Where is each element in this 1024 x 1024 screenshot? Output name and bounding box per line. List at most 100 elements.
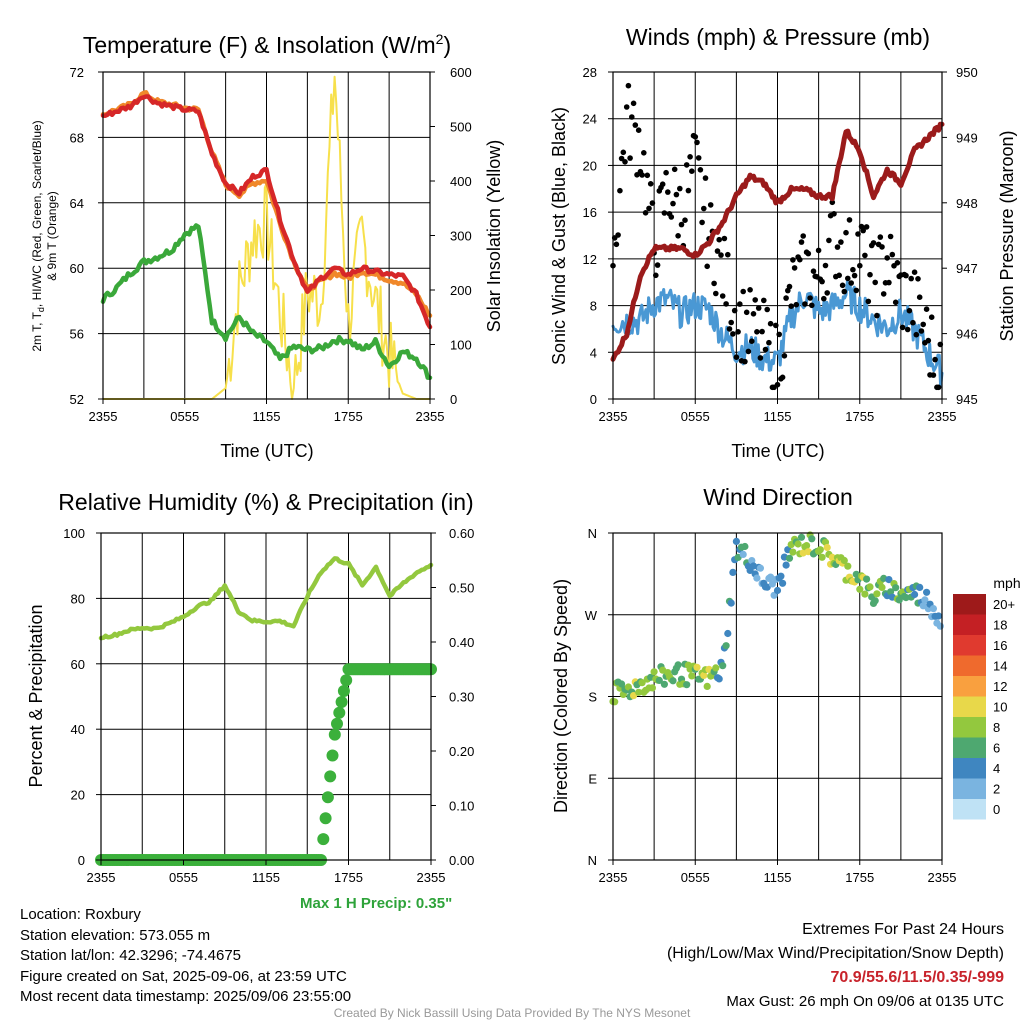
gust-point <box>923 306 930 313</box>
legend-label: 6 <box>993 741 1000 756</box>
gust-point <box>791 265 798 271</box>
legend-title: mph <box>993 575 1020 591</box>
direction-point <box>674 661 682 669</box>
legend-label: 8 <box>993 720 1000 735</box>
gust-point <box>697 167 704 173</box>
y2-tick-label: 500 <box>450 120 472 135</box>
gust-point <box>797 256 803 263</box>
gust-point <box>910 319 916 326</box>
gust-point <box>714 248 721 254</box>
y-tick-label: 0 <box>590 392 597 407</box>
direction-point <box>741 542 749 551</box>
gust-point <box>671 166 678 173</box>
direction-point <box>921 596 929 604</box>
humidity-line <box>98 556 434 641</box>
x-tick-label: 2355 <box>599 409 628 424</box>
x-tick-label: 2355 <box>416 409 445 424</box>
gust-point <box>668 214 675 220</box>
winds-title: Winds (mph) & Pressure (mb) <box>626 24 930 50</box>
humidity-grid <box>101 533 431 860</box>
gust-point <box>661 210 668 216</box>
gust-point <box>723 301 729 307</box>
legend-swatch <box>953 696 986 717</box>
gust-point <box>874 312 880 319</box>
y-tick-label: W <box>585 608 598 623</box>
gust-point <box>627 155 633 161</box>
direction-point <box>866 583 874 591</box>
gust-point <box>841 288 848 295</box>
gust-point <box>682 217 688 223</box>
gust-point <box>879 244 885 250</box>
gust-point <box>815 247 822 254</box>
gust-point <box>862 252 868 259</box>
gust-point <box>740 288 746 295</box>
gust-point <box>702 175 709 181</box>
direction-point <box>873 590 881 598</box>
gust-point <box>786 283 793 290</box>
gust-point <box>809 302 815 309</box>
gust-point <box>755 305 762 311</box>
gust-point <box>853 287 860 294</box>
gust-point <box>629 114 635 120</box>
legend-swatch <box>953 758 986 779</box>
x-tick-label: 1155 <box>764 870 792 885</box>
gust-point <box>699 219 705 226</box>
direction-point <box>773 586 782 595</box>
winds-ticks: 2355 0555 1155 1755 2355 28 24 20 16 12 8 4 0 950 949 9… <box>583 65 978 424</box>
y2-tick-label: 946 <box>956 327 978 342</box>
gust-point <box>779 374 786 381</box>
y2-tick-label: 947 <box>956 261 978 276</box>
gust-point <box>617 187 623 194</box>
gust-point <box>735 329 741 335</box>
gust-point <box>920 321 926 328</box>
gust-point <box>737 301 743 307</box>
precip-point <box>317 833 330 846</box>
legend-label: 10 <box>993 700 1007 715</box>
precip-point <box>331 717 343 730</box>
gust-point <box>713 290 719 297</box>
x-tick-label: 1155 <box>252 870 280 885</box>
gust-point <box>615 232 621 238</box>
gust-point <box>928 314 935 321</box>
gust-point <box>752 297 758 303</box>
direction-point <box>732 537 741 546</box>
direction-point <box>779 579 787 587</box>
y2-tick-label: 100 <box>450 338 472 353</box>
y2-tick-label: 300 <box>450 229 472 244</box>
gust-point <box>622 159 628 165</box>
gust-point <box>911 269 918 276</box>
legend-swatch <box>953 635 986 656</box>
legend-swatch <box>953 799 986 820</box>
direction-point <box>794 540 802 548</box>
legend-swatch <box>953 655 986 676</box>
direction-point <box>700 671 708 680</box>
y2-tick-label: 945 <box>956 392 978 407</box>
gust-point <box>839 282 846 289</box>
gust-point <box>800 233 806 239</box>
station-info: Location: Roxbury Station elevation: 573… <box>20 905 351 1008</box>
direction-point <box>878 583 886 592</box>
x-tick-label: 2355 <box>599 870 628 885</box>
humidity-title: Relative Humidity (%) & Precipitation (i… <box>58 489 473 515</box>
legend-swatch <box>953 778 986 799</box>
y-tick-label: 64 <box>70 196 84 211</box>
direction-point <box>808 535 816 543</box>
extremes-values: 70.9/55.6/11.5/0.35/-999 <box>830 969 1004 986</box>
y2-tick-label: 0.10 <box>449 799 474 814</box>
gust-point <box>635 127 642 133</box>
direction-point <box>719 662 727 670</box>
y-tick-label: 68 <box>70 130 84 145</box>
legend-label: 12 <box>993 679 1007 694</box>
latlon-text: Station lat/lon: 42.3296; -74.4675 <box>20 947 242 964</box>
humidity-ylabel: Percent & Precipitation <box>26 604 46 787</box>
direction-point <box>660 680 669 688</box>
direction-point <box>722 642 730 650</box>
gust-point <box>766 339 772 346</box>
direction-point <box>911 590 919 599</box>
extremes-title: Extremes For Past 24 Hours <box>802 921 1004 938</box>
direction-point <box>635 688 643 696</box>
gust-point <box>850 266 856 273</box>
gust-point <box>649 200 656 206</box>
gust-point <box>613 241 620 248</box>
